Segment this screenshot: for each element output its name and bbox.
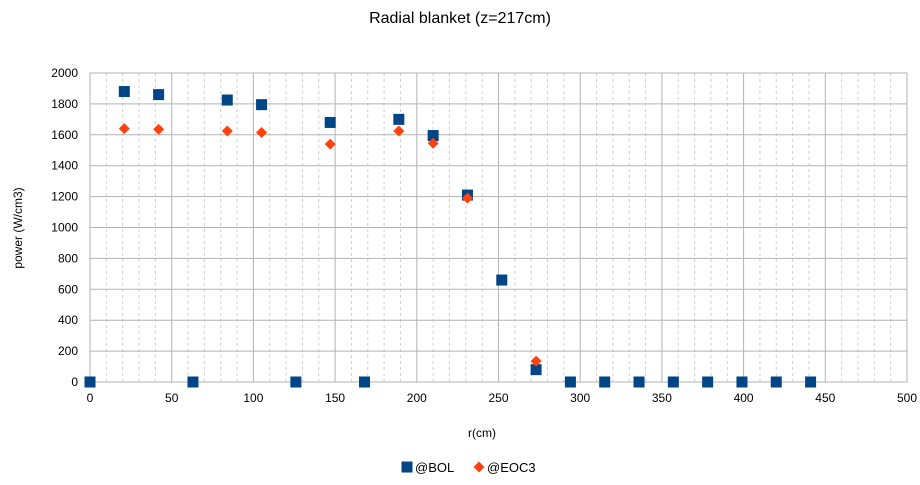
y-tick-label: 600 — [58, 282, 78, 296]
x-axis-label: r(cm) — [468, 426, 496, 440]
plot-area-frame — [89, 72, 908, 383]
legend-item: @BOL — [401, 460, 454, 475]
x-tick-label: 100 — [243, 391, 263, 405]
legend: @BOL @EOC3 — [401, 460, 536, 475]
data-point — [530, 355, 542, 367]
data-point — [633, 376, 645, 388]
y-tick-label: 400 — [58, 313, 78, 327]
legend-label: @EOC3 — [487, 460, 536, 475]
series-bol — [84, 86, 817, 388]
data-point — [221, 94, 233, 106]
y-tick-label: 1000 — [51, 221, 78, 235]
y-tick-label: 1600 — [51, 128, 78, 142]
data-point — [324, 138, 336, 150]
x-tick-label: 250 — [488, 391, 508, 405]
grid — [89, 72, 908, 383]
data-point — [393, 125, 405, 137]
y-tick-label: 0 — [71, 375, 78, 389]
data-point — [702, 376, 714, 388]
x-tick-label: 400 — [734, 391, 754, 405]
data-point — [736, 376, 748, 388]
y-tick-label: 1400 — [51, 159, 78, 173]
data-point — [359, 376, 371, 388]
data-point — [496, 274, 508, 286]
series-eoc3 — [118, 123, 542, 367]
data-point — [393, 113, 405, 125]
data-point — [153, 89, 165, 101]
y-tick-label: 800 — [58, 251, 78, 265]
data-point — [118, 86, 130, 98]
data-point — [805, 376, 817, 388]
data-point — [667, 376, 679, 388]
y-tick-label: 2000 — [51, 66, 78, 80]
chart-title: Radial blanket (z=217cm) — [369, 10, 551, 27]
data-point — [256, 126, 268, 138]
data-point — [427, 130, 439, 142]
y-tick-label: 1200 — [51, 190, 78, 204]
data-point — [599, 376, 611, 388]
x-axis-ticks: 0 50 100 150 200 250 300 350 400 450 500 — [87, 391, 918, 405]
y-axis-ticks: 0 200 400 600 800 1000 1200 1400 1600 1800 2000 — [51, 66, 78, 389]
x-tick-label: 350 — [652, 391, 672, 405]
x-tick-label: 300 — [570, 391, 590, 405]
legend-marker — [473, 461, 485, 473]
data-point — [564, 376, 576, 388]
legend-label: @BOL — [415, 460, 454, 475]
legend-marker — [401, 461, 413, 473]
data-point — [290, 376, 302, 388]
y-axis-label: power (W/cm3) — [11, 187, 25, 268]
data-series — [84, 86, 817, 388]
data-point — [84, 376, 96, 388]
data-point — [461, 192, 473, 204]
x-tick-label: 0 — [87, 391, 94, 405]
y-tick-label: 1800 — [51, 97, 78, 111]
y-tick-label: 200 — [58, 344, 78, 358]
data-point — [187, 376, 199, 388]
data-point — [324, 116, 336, 128]
data-point — [221, 125, 233, 137]
x-tick-label: 200 — [407, 391, 427, 405]
x-tick-label: 500 — [897, 391, 917, 405]
x-tick-label: 150 — [325, 391, 345, 405]
data-point — [530, 364, 542, 376]
x-tick-label: 450 — [815, 391, 835, 405]
x-tick-label: 50 — [165, 391, 179, 405]
data-point — [427, 137, 439, 149]
data-point — [118, 123, 130, 135]
data-point — [153, 123, 165, 135]
data-point — [770, 376, 782, 388]
legend-item: @EOC3 — [473, 460, 536, 475]
data-point — [256, 99, 268, 111]
